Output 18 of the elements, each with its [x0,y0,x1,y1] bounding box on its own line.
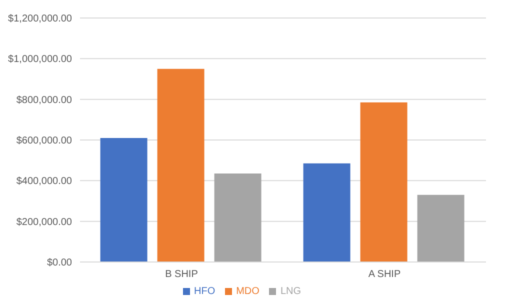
y-tick-label: $0.00 [46,258,72,269]
bar [100,138,148,262]
x-tick-label: B SHIP [165,269,198,280]
x-tick-label: A SHIP [368,269,401,280]
bar [360,102,408,262]
y-tick-label: $800,000.00 [16,94,72,106]
y-tick-label: $1,000,000.00 [8,54,72,66]
bar [157,68,204,262]
y-tick-label: $1,200,000.00 [8,14,72,25]
bar [417,194,464,262]
legend-label: LNG [280,286,301,297]
bar [303,163,350,262]
y-tick-label: $200,000.00 [16,216,72,228]
legend-label: HFO [194,286,216,297]
bar [214,174,262,262]
y-tick-label: $600,000.00 [16,136,72,147]
y-tick-label: $400,000.00 [16,176,72,188]
legend-label: MDO [236,286,260,297]
